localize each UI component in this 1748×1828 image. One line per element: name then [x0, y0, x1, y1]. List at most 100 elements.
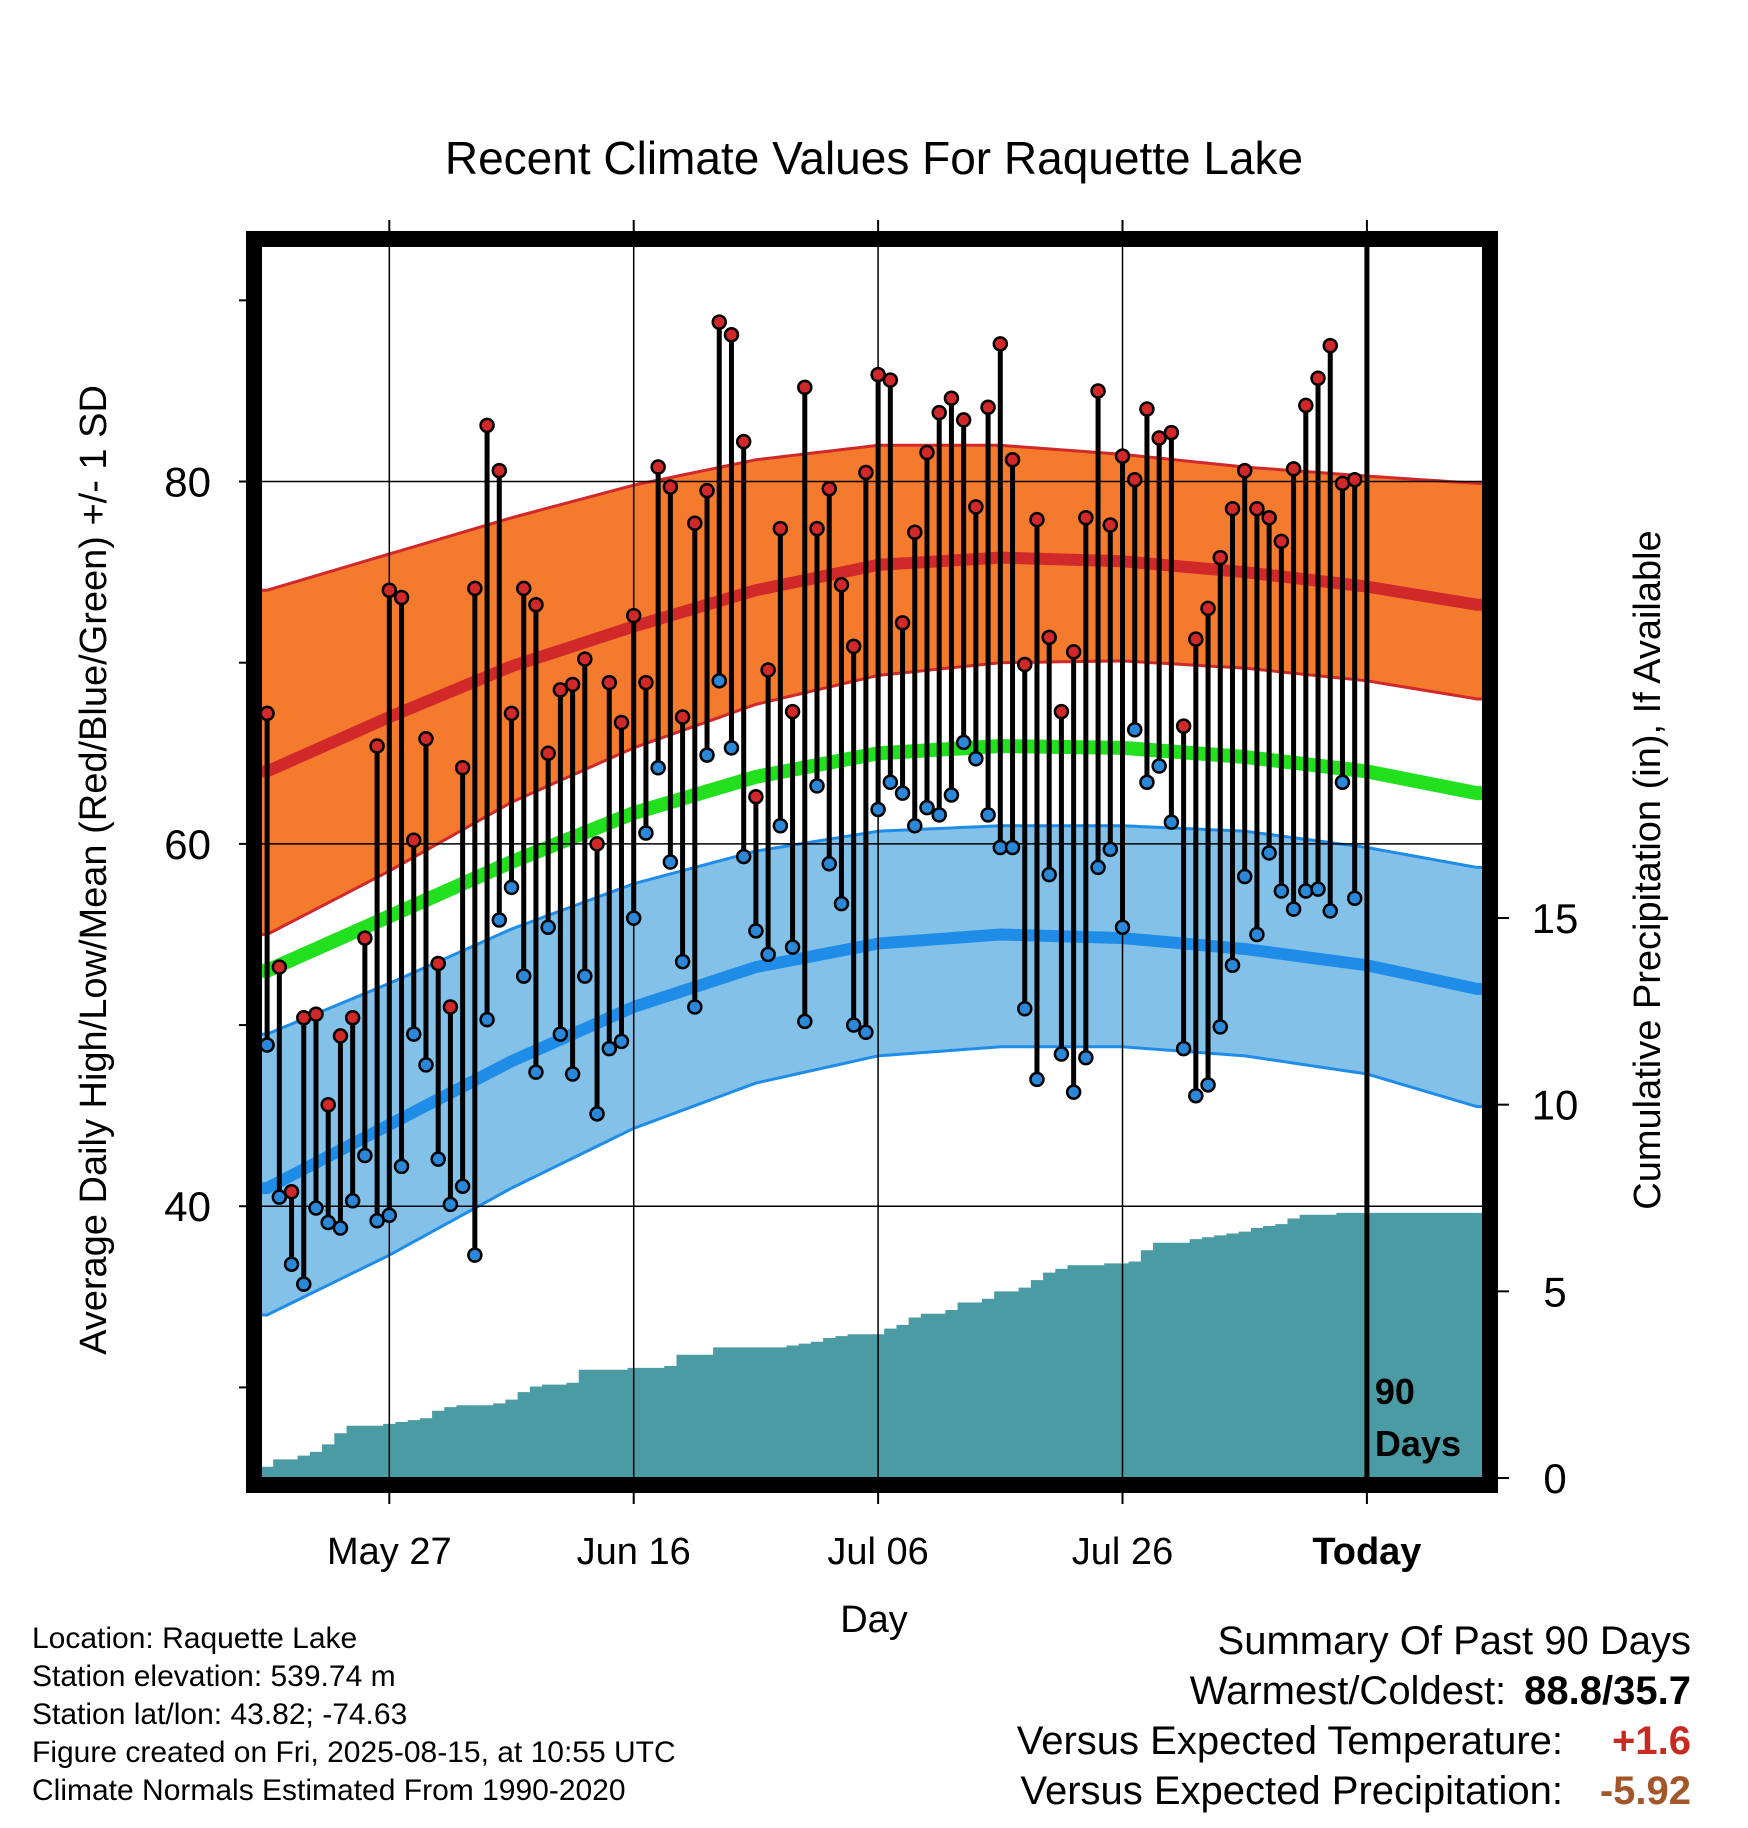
daily-high-point [638, 674, 654, 691]
y2-tick-label: 10 [1532, 1082, 1579, 1129]
daily-high-point [601, 674, 618, 691]
location-text: Location: Raquette Lake [32, 1622, 358, 1655]
daily-low-point [907, 818, 923, 834]
temp-anomaly-row: Versus Expected Temperature: +1.6 [1017, 1716, 1691, 1766]
daily-high-point [1163, 424, 1180, 441]
daily-low-point [271, 1189, 288, 1205]
daily-high-point [699, 482, 715, 499]
precip-anomaly-value: -5.92 [1599, 1769, 1691, 1813]
daily-high-point [406, 832, 422, 849]
created-text: Figure created on Fri, 2025-08-15, at 10… [32, 1736, 676, 1769]
daily-high-point [357, 930, 373, 946]
daily-low-point [662, 854, 679, 870]
daily-low-point [540, 919, 556, 935]
precip-anomaly-label: Versus Expected Precipitation: [1020, 1769, 1563, 1813]
daily-low-point [613, 1033, 630, 1050]
daily-low-point [1334, 774, 1351, 791]
elevation-text: Station elevation: 539.74 m [32, 1660, 396, 1693]
daily-low-point [821, 856, 837, 872]
daily-high-point [261, 705, 275, 722]
daily-low-point [467, 1247, 483, 1263]
daily-high-point [858, 464, 874, 481]
chart-title: Recent Climate Values For Raquette Lake [445, 132, 1303, 184]
daily-low-point [955, 734, 972, 751]
daily-low-point [1236, 868, 1253, 885]
daily-low-point [845, 1017, 862, 1033]
daily-high-point [870, 366, 886, 383]
daily-high-point [418, 731, 434, 747]
daily-low-point [1188, 1087, 1204, 1104]
x-tick-label: Today [1312, 1531, 1421, 1573]
daily-high-point [1139, 401, 1155, 417]
daily-low-point [393, 1158, 410, 1175]
latlon-text: Station lat/lon: 43.82; -74.63 [32, 1698, 408, 1731]
daily-low-point [674, 953, 691, 970]
daily-low-point [1249, 926, 1265, 943]
daily-low-point [601, 1040, 618, 1057]
y-tick-label: 60 [164, 821, 211, 868]
daily-low-point [894, 785, 911, 801]
daily-low-point [943, 787, 960, 803]
daily-low-point [528, 1064, 544, 1080]
low-minus-sd-line [261, 1045, 1483, 1317]
daily-low-point [931, 807, 947, 823]
daily-low-point [357, 1147, 373, 1164]
daily-high-point [1346, 471, 1363, 488]
daily-high-point [723, 327, 740, 343]
daily-low-point [760, 946, 776, 963]
daily-high-point [369, 738, 385, 754]
daily-low-point [650, 760, 666, 776]
y2-tick-label: 15 [1532, 895, 1579, 942]
precip-anomaly-row: Versus Expected Precipitation: -5.92 [1017, 1766, 1691, 1816]
daily-high-point [1224, 500, 1241, 517]
daily-low-point [1285, 901, 1302, 917]
daily-high-point [1151, 430, 1167, 446]
daily-high-point [772, 520, 789, 537]
daily-high-point [1298, 397, 1314, 414]
daily-low-point [1200, 1077, 1216, 1093]
x-tick-label: Jun 16 [577, 1531, 691, 1573]
daily-high-point [943, 390, 960, 406]
daily-low-point [1090, 859, 1106, 876]
cumulative-precip-area [261, 1212, 1483, 1478]
daily-low-point [381, 1207, 398, 1224]
daily-high-point [1236, 462, 1253, 479]
daily-low-point [1261, 845, 1277, 861]
daily-low-point [1139, 774, 1155, 791]
daily-low-point [418, 1057, 434, 1073]
daily-low-point [833, 895, 850, 912]
station-info: Location: Raquette Lake Station elevatio… [32, 1620, 676, 1810]
daily-low-point [1151, 758, 1167, 774]
daily-high-point [662, 479, 679, 495]
daily-high-point [1041, 629, 1057, 646]
daily-high-point [845, 638, 862, 655]
daily-low-point [320, 1214, 336, 1231]
temp-anomaly-label: Versus Expected Temperature: [1016, 1719, 1563, 1763]
daily-low-point [1322, 903, 1338, 919]
daily-low-point [735, 848, 752, 865]
normals-period-text: Climate Normals Estimated From 1990-2020 [32, 1774, 626, 1807]
daily-high-point [1102, 517, 1119, 533]
plot-area: 90 Days 40 60 80 0 5 10 15 May 27 Jun 16 Jul 06 Jul … [164, 220, 1578, 1573]
daily-high-point [980, 399, 996, 415]
daily-high-point [491, 462, 508, 479]
daily-low-point [430, 1151, 446, 1167]
daily-high-point [809, 520, 825, 537]
daily-low-point [308, 1200, 324, 1216]
daily-high-point [1114, 448, 1131, 464]
daily-low-point [784, 939, 801, 955]
daily-low-point [1163, 814, 1180, 830]
daily-high-point [479, 417, 495, 434]
summary-panel: Summary Of Past 90 Days Warmest/Coldest:… [1017, 1616, 1691, 1816]
daily-high-point [442, 999, 459, 1015]
daily-low-point [1310, 881, 1326, 897]
daily-low-point [344, 1193, 361, 1209]
daily-low-point [1017, 1001, 1033, 1017]
daily-high-point [613, 714, 630, 731]
x-tick-label: Jul 26 [1072, 1531, 1173, 1573]
daily-low-point [369, 1212, 385, 1229]
daily-high-point [320, 1097, 336, 1113]
daily-high-point [882, 372, 899, 388]
daily-low-point [515, 968, 532, 984]
